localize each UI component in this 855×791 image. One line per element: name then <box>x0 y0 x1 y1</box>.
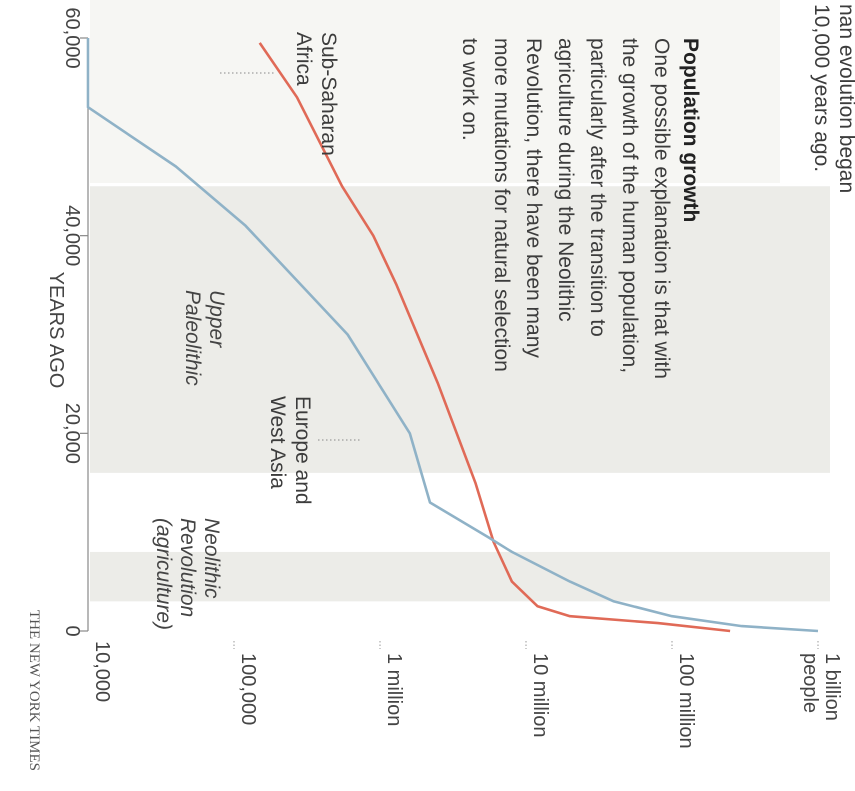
series-line-1 <box>86 38 819 633</box>
axes: 0 20,000 40,000 60,000 10,000 100,000 1 millio… <box>61 7 843 748</box>
series-label: Europe andWest Asia <box>266 396 314 505</box>
population-growth-line: more mutations for natural selection <box>490 38 513 372</box>
y-tick-label: 100 million <box>675 653 697 749</box>
x-tick-label: 0 <box>61 625 83 636</box>
y-tick-label-line: 1 million <box>383 653 405 726</box>
series-label-line: Sub-Saharan <box>317 32 340 156</box>
intro-annotation-line: nan evolution began <box>835 4 855 193</box>
series-labels: Sub-SaharanAfrica Europe andWest Asia Uppe… <box>152 32 360 630</box>
y-tick-label: 10,000 <box>91 641 113 702</box>
credit-text: THE NEW YORK TIMES <box>26 610 42 771</box>
y-tick-label-line: 10 million <box>529 653 551 737</box>
period-label-line: (agriculture) <box>152 518 175 630</box>
period-label-line: Revolution <box>176 518 199 617</box>
shaded-period-0 <box>90 186 830 473</box>
y-tick-label-line: 1 billion <box>821 653 843 721</box>
period-label: NeolithicRevolution(agriculture) <box>152 518 223 630</box>
series-label-line: West Asia <box>266 396 289 489</box>
series-line-0 <box>258 42 731 633</box>
period-label: UpperPaleolithic <box>181 290 228 386</box>
y-tick-label: 1 billionpeople <box>799 653 843 721</box>
x-tick-label: 40,000 <box>61 205 83 266</box>
series-lines <box>86 38 819 633</box>
x-tick-label: 60,000 <box>61 7 83 68</box>
y-tick-label-line: 100,000 <box>237 653 259 725</box>
shaded-periods <box>90 186 830 602</box>
x-axis-title: YEARS AGO <box>45 272 67 389</box>
population-growth-line: Revolution, there have been many <box>522 38 545 358</box>
population-growth-line: agriculture during the Neolithic <box>554 38 577 322</box>
y-tick-label-line: 100 million <box>675 653 697 749</box>
shaded-period-1 <box>90 551 830 602</box>
y-tick-label-line: 10,000 <box>91 641 113 702</box>
series-label-line: Africa <box>292 32 315 86</box>
period-label-line: Neolithic <box>200 518 223 599</box>
y-tick-label: 1 million <box>383 653 405 726</box>
population-growth-line: the growth of the human population, <box>618 38 641 373</box>
y-tick-label: 100,000 <box>237 653 259 725</box>
intro-annotation: nan evolution began10,000 years ago. <box>810 4 855 193</box>
intro-annotation-line: 10,000 years ago. <box>810 4 833 172</box>
annotations: nan evolution began10,000 years ago. Popu… <box>458 4 855 379</box>
period-label-line: Paleolithic <box>181 290 204 386</box>
series-label-line: Europe and <box>291 396 314 505</box>
population-growth-heading: Population growth <box>679 38 702 222</box>
series-label: Sub-SaharanAfrica <box>292 32 340 156</box>
annotation-panel <box>90 0 780 183</box>
period-label-line: Upper <box>205 290 228 348</box>
population-growth-body: One possible explanation is that with the… <box>458 38 673 379</box>
population-growth-line: to work on. <box>458 38 481 141</box>
population-growth-line: particularly after the transition to <box>586 38 609 337</box>
x-tick-label: 20,000 <box>61 403 83 464</box>
y-tick-label-line: people <box>799 653 821 713</box>
population-growth-line: One possible explanation is that with <box>650 38 673 379</box>
y-tick-label: 10 million <box>529 653 551 737</box>
